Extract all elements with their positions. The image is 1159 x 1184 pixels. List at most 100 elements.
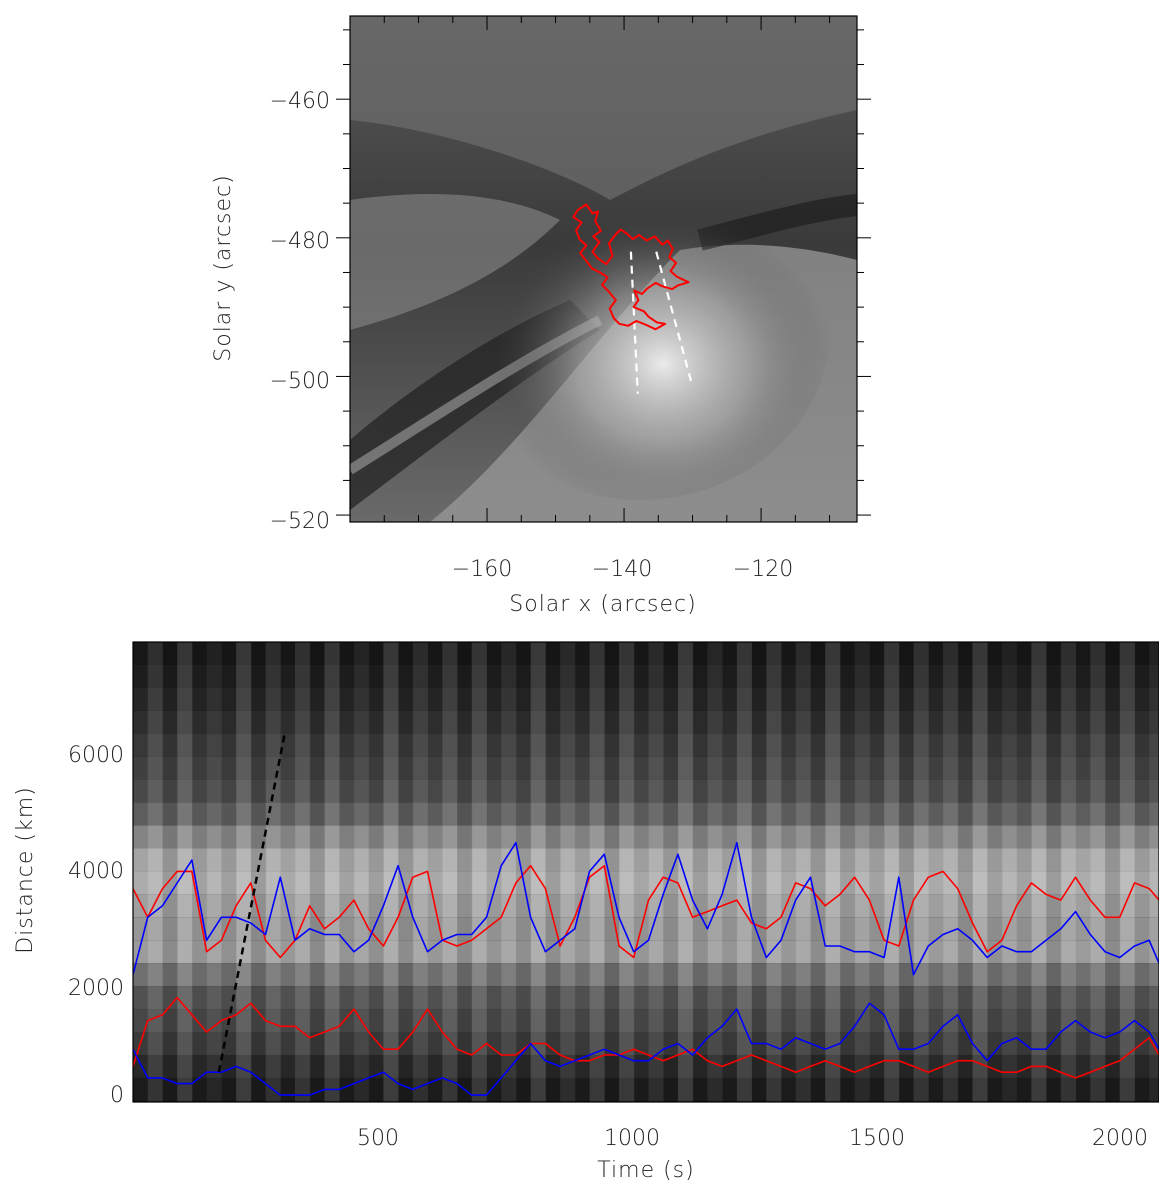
heatmap-column [1119, 642, 1135, 1102]
heatmap-row [133, 756, 1159, 780]
heatmap-row [133, 802, 1159, 826]
heatmap-column [722, 642, 738, 1102]
heatmap-row [133, 940, 1159, 964]
heatmap-column [457, 642, 473, 1102]
x-tick-label: 1500 [849, 1126, 905, 1151]
heatmap-column [1060, 642, 1077, 1102]
heatmap-column [898, 642, 915, 1102]
heatmap-column [383, 642, 399, 1102]
heatmap-column [810, 642, 826, 1102]
time-distance-panel: 500 1000 1500 2000 0 2000 4000 6000 Time… [13, 641, 1159, 1183]
heatmap-column [574, 642, 591, 1102]
heatmap-column [633, 642, 649, 1102]
y-tick-label: 2000 [68, 976, 124, 1001]
y-tick-label: −460 [270, 89, 330, 114]
heatmap-column [943, 642, 959, 1102]
series-line [133, 1002, 1159, 1096]
y-tick-label: −520 [270, 509, 330, 534]
heatmap-column [825, 642, 841, 1102]
heatmap-column [515, 642, 532, 1102]
heatmap-column [353, 642, 370, 1102]
heatmap-column [147, 642, 163, 1102]
heatmap-column [545, 642, 561, 1102]
heatmap-column [677, 642, 694, 1102]
heatmap-column [1134, 642, 1150, 1102]
y-axis-title: Solar y (arcsec) [211, 174, 236, 361]
x-tick-label: −140 [592, 557, 652, 582]
heatmap-column [486, 642, 502, 1102]
y-tick-labels: 0 2000 4000 6000 [68, 743, 124, 1108]
image-panel: −160 −140 −120 −460 −480 −500 −520 Solar… [211, 15, 871, 617]
heatmap-column [442, 642, 458, 1102]
heatmap-column [854, 642, 870, 1102]
heatmap-column [913, 642, 929, 1102]
heatmap-row [133, 1009, 1159, 1033]
heatmap-column [692, 642, 708, 1102]
heatmap-column [1031, 642, 1047, 1102]
heatmap-column [236, 642, 252, 1102]
heatmap-column [1001, 642, 1018, 1102]
heatmap-column [736, 642, 753, 1102]
heatmap-row [133, 664, 1159, 688]
heatmap-column [972, 642, 988, 1102]
time-distance-map [133, 642, 1159, 1102]
heatmap-column [707, 642, 723, 1102]
slit-line [655, 251, 694, 388]
heatmap-column [1075, 642, 1091, 1102]
heatmap-column [324, 642, 340, 1102]
heatmap-column [1149, 642, 1159, 1102]
heatmap-column [619, 642, 635, 1102]
heatmap-column [309, 642, 325, 1102]
heatmap-column [339, 642, 355, 1102]
heatmap-column [133, 642, 149, 1102]
heatmap-column [471, 642, 487, 1102]
heatmap-column [280, 642, 296, 1102]
heatmap-rows [133, 642, 1159, 1102]
heatmap-column [648, 642, 664, 1102]
heatmap-column [206, 642, 222, 1102]
intensity-contour [572, 203, 690, 331]
series-line [133, 996, 1159, 1079]
plot-lines [133, 730, 1159, 1096]
heatmap-column [751, 642, 767, 1102]
heatmap-row [133, 687, 1159, 711]
heatmap-column [427, 642, 443, 1102]
heatmap-column [221, 642, 237, 1102]
heatmap-column [839, 642, 856, 1102]
heatmap-row [133, 733, 1159, 757]
x-tick-labels: −160 −140 −120 [452, 557, 793, 582]
solar-image [350, 16, 857, 522]
x-axis-title: Time (s) [597, 1158, 694, 1183]
heatmap-row [133, 710, 1159, 734]
heatmap-column [191, 642, 208, 1102]
heatmap-row [133, 963, 1159, 987]
heatmap-column [604, 642, 620, 1102]
heatmap-column [560, 642, 576, 1102]
series-line [133, 864, 1159, 959]
heatmap-column [795, 642, 811, 1102]
x-tick-label: −160 [452, 557, 512, 582]
heatmap-column [368, 642, 384, 1102]
heatmap-column [869, 642, 885, 1102]
heatmap-row [133, 779, 1159, 803]
heatmap-column [398, 642, 414, 1102]
heatmap-row [133, 848, 1159, 872]
heatmap-row [133, 1054, 1159, 1078]
y-tick-label: −480 [270, 229, 330, 254]
x-tick-labels: 500 1000 1500 2000 [357, 1126, 1148, 1151]
x-tick-label: −120 [733, 557, 793, 582]
x-axis-title: Solar x (arcsec) [509, 592, 696, 617]
heatmap-column [928, 642, 944, 1102]
heatmap-column [1090, 642, 1106, 1102]
y-axis-title: Distance (km) [13, 786, 38, 954]
series-line [133, 841, 1159, 976]
heatmap-column [884, 642, 900, 1102]
x-tick-label: 500 [357, 1126, 399, 1151]
image-overlay [572, 203, 694, 394]
heatmap-column [781, 642, 797, 1102]
heatmap-column [295, 642, 311, 1102]
heatmap-column [1016, 642, 1032, 1102]
heatmap-column [530, 642, 546, 1102]
image-ticks [336, 16, 871, 522]
